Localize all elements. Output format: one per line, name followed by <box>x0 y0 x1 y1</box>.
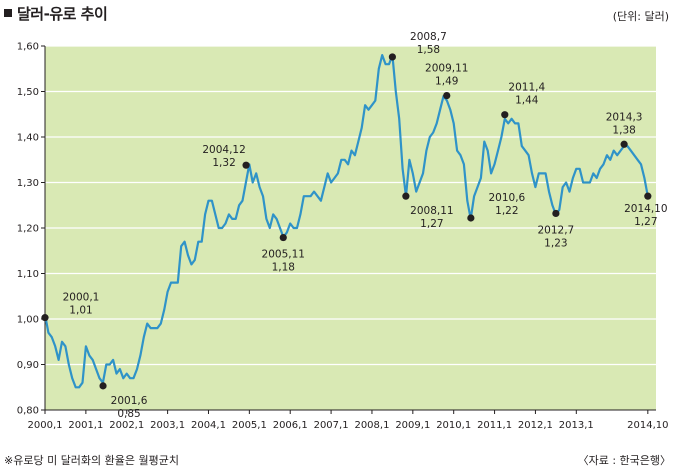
annotation-marker <box>501 111 509 119</box>
annotation-marker <box>279 233 287 242</box>
series-line <box>43 54 649 389</box>
annotation-date: 2009,11 <box>425 63 468 75</box>
annotation-date: 2005,11 <box>262 249 305 261</box>
annotation-marker <box>443 91 451 100</box>
x-tick-label: 2011,1 <box>477 420 512 431</box>
x-tick-label: 2010,1 <box>436 420 471 431</box>
page-title: 달러-유로 추이 <box>4 3 108 24</box>
annotation-value: 1,32 <box>212 157 235 169</box>
annotation-date: 2008,11 <box>410 205 453 217</box>
annotation-date: 2001,6 <box>111 395 148 407</box>
annotation-value: 0,85 <box>117 408 140 420</box>
annotation-marker <box>644 192 652 200</box>
y-tick-label: 1,60 <box>17 42 39 53</box>
annotation-date: 2012,7 <box>537 224 574 236</box>
title-square-icon <box>4 9 12 17</box>
grid-lines <box>45 45 656 366</box>
y-tick-label: 1,40 <box>17 133 39 144</box>
annotation-date: 2014,10 <box>624 203 667 215</box>
y-tick-label: 1,30 <box>17 178 39 189</box>
annotation-value: 1,49 <box>435 76 458 88</box>
annotation-value: 1,27 <box>634 216 657 228</box>
x-tick-label: 2009,1 <box>395 420 430 431</box>
y-axis-ticks: 0,80 0,90 1,00 1,10 1,20 1,30 1,40 1,50 1,60 <box>17 42 656 417</box>
x-tick-label: 2004,1 <box>191 420 226 431</box>
annotation-value: 1,22 <box>495 205 518 217</box>
annotation-marker <box>620 140 628 148</box>
annotation-marker <box>242 161 250 169</box>
annotation-marker <box>402 192 410 200</box>
y-tick-label: 1,50 <box>17 87 39 98</box>
annotation-marker <box>467 214 475 222</box>
x-tick-label: 2002,1 <box>109 420 144 431</box>
annotation-date: 2011,4 <box>508 82 545 94</box>
x-tick-label: 2005,1 <box>232 420 267 431</box>
annotation-date: 2010,6 <box>488 192 525 204</box>
x-tick-label: 2013,1 <box>559 420 594 431</box>
annotation-date: 2014,3 <box>606 111 643 123</box>
annotation-value: 1,44 <box>515 95 539 107</box>
x-tick-label: 2003,1 <box>150 420 185 431</box>
y-tick-label: 0,80 <box>17 406 39 417</box>
footnote: ※유로당 미 달러화의 환율은 월평균치 <box>4 454 180 467</box>
annotation-date: 2008,7 <box>410 31 447 43</box>
y-tick-label: 1,00 <box>17 315 39 326</box>
annotation-value: 1,18 <box>272 262 295 274</box>
x-tick-label: 2007,1 <box>314 420 349 431</box>
annotation-marker <box>41 314 49 322</box>
annotations: 2000,11,012001,60,852004,121,322005,111,… <box>41 31 668 420</box>
annotation-marker <box>99 382 107 390</box>
x-tick-label: 2001,1 <box>68 420 103 431</box>
x-tick-label: 2008,1 <box>354 420 389 431</box>
x-tick-label: 2012,1 <box>518 420 553 431</box>
annotation-value: 1,38 <box>612 124 635 136</box>
x-tick-label: 2006,1 <box>273 420 308 431</box>
annotation-marker <box>552 209 560 218</box>
source-label: 〈자료 : 한국은행〉 <box>577 454 671 467</box>
y-tick-label: 0,90 <box>17 360 39 371</box>
unit-label: (단위: 달러) <box>612 10 669 23</box>
y-tick-label: 1,10 <box>17 269 39 280</box>
annotation-value: 1,23 <box>544 237 567 249</box>
x-tick-label: 2000,1 <box>28 420 63 431</box>
annotation-value: 1,01 <box>69 305 92 317</box>
x-tick-label: 2014,10 <box>627 420 668 431</box>
y-tick-label: 1,20 <box>17 224 39 235</box>
x-axis-ticks: 2000,1 2001,1 2002,1 2003,1 2004,1 2005,1 2006… <box>28 410 669 431</box>
annotation-date: 2000,1 <box>63 292 100 304</box>
annotation-value: 1,27 <box>420 218 443 230</box>
annotation-date: 2004,12 <box>202 144 245 156</box>
title-text: 달러-유로 추이 <box>17 5 108 23</box>
annotation-marker <box>388 53 396 61</box>
annotation-value: 1,58 <box>417 44 440 56</box>
